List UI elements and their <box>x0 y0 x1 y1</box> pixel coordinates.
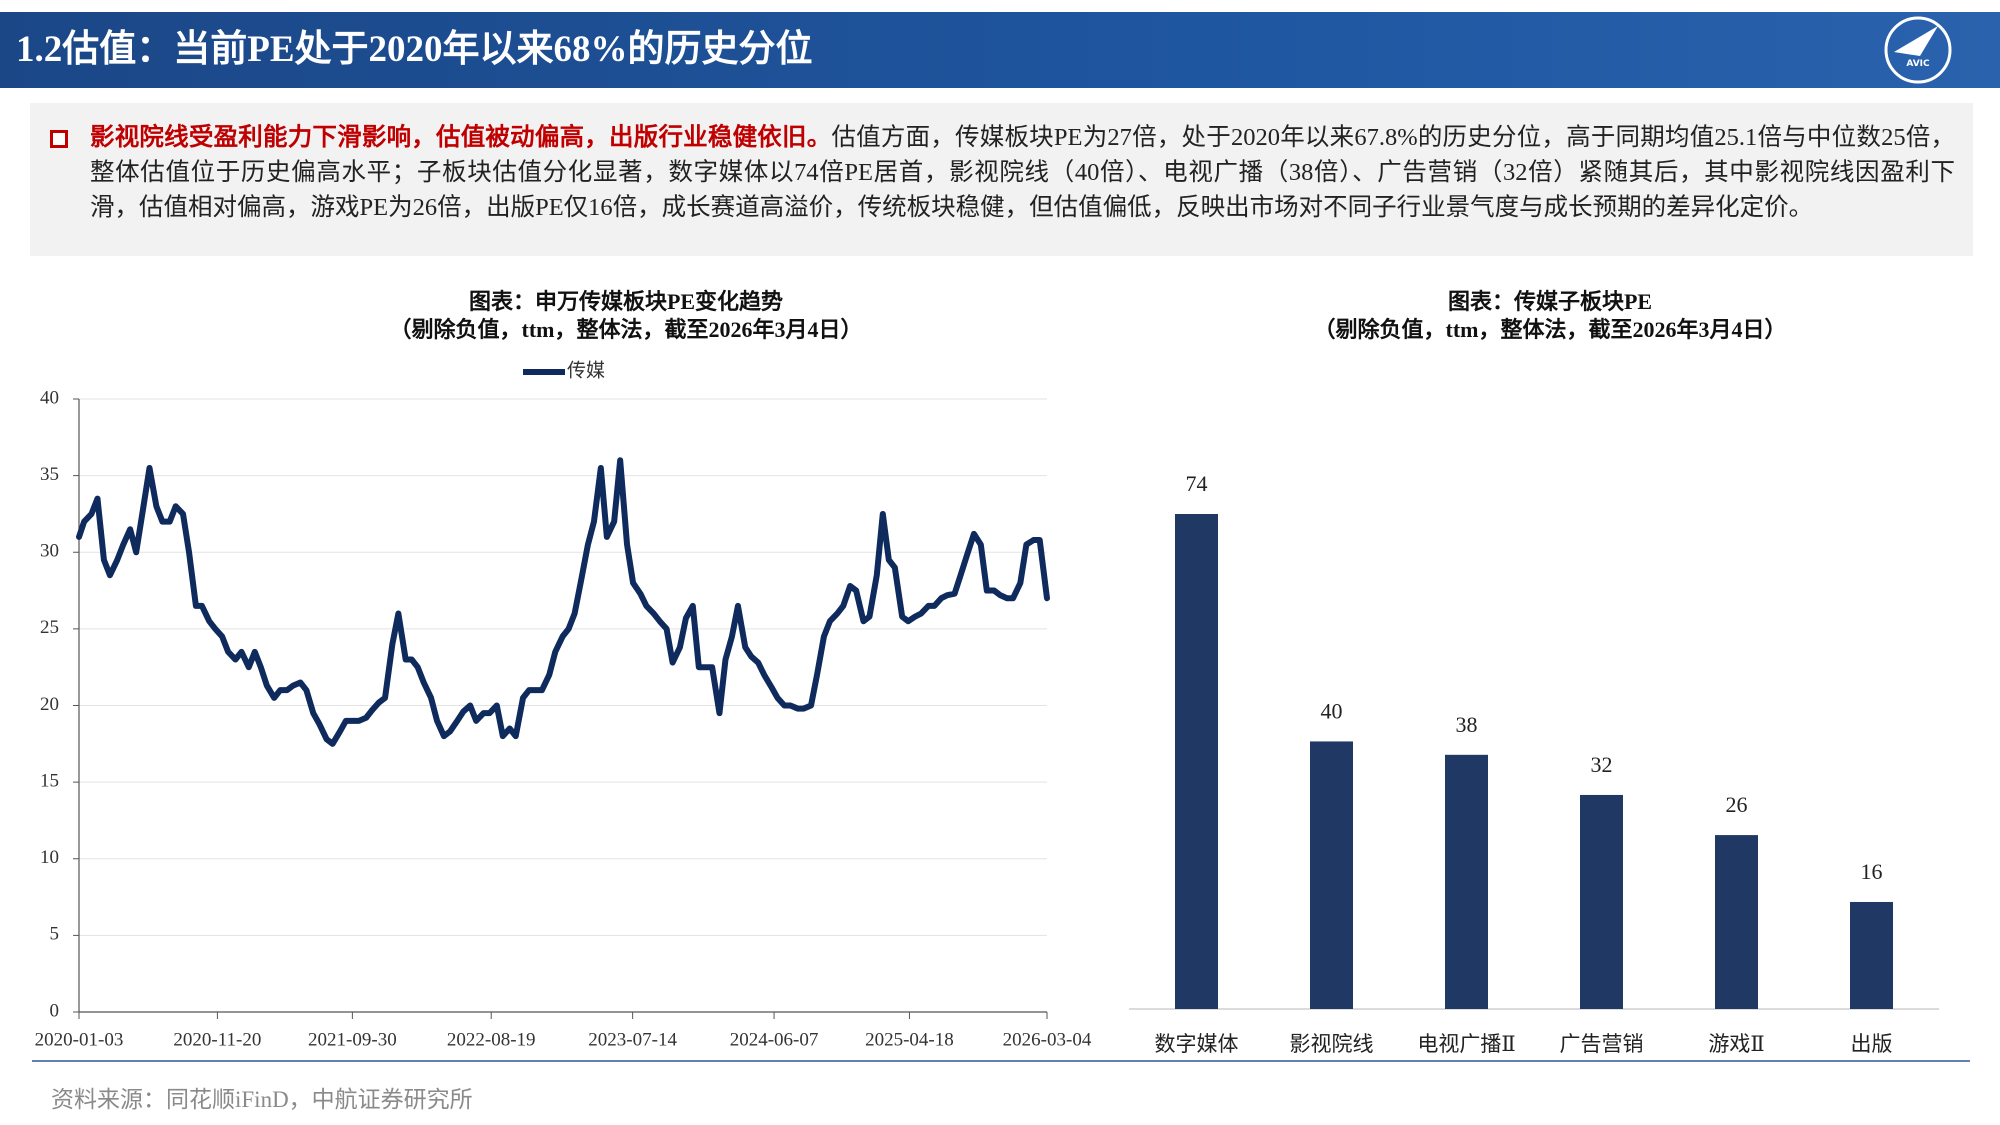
y-tick-label: 20 <box>40 694 59 715</box>
bar-value-label: 26 <box>1726 792 1748 817</box>
logo-text: AVIC <box>1906 59 1930 69</box>
slide-title: 1.2估值：当前PE处于2020年以来68%的历史分位 <box>16 29 813 70</box>
line-series <box>76 457 1050 747</box>
chart-title: 图表：申万传媒板块PE变化趋势 <box>469 289 783 314</box>
summary-text: 影视院线受盈利能力下滑影响，估值被动偏高，出版行业稳健依旧。估值方面，传媒板块P… <box>90 120 1955 225</box>
source-note: 资料来源：同花顺iFinD，中航证券研究所 <box>51 1087 473 1112</box>
summary-body: 估值方面，传媒板块PE为27倍，处于2020年以来67.8%的历史分位，高于同期… <box>90 124 1956 221</box>
x-tick-label: 出版 <box>1851 1032 1893 1056</box>
x-tick-label: 2023-07-14 <box>588 1029 677 1050</box>
bullet <box>50 130 68 148</box>
x-tick-label: 2020-11-20 <box>173 1029 261 1050</box>
bar <box>1580 794 1623 1009</box>
x-tick-label: 2020-01-03 <box>35 1029 124 1050</box>
bar <box>1715 835 1758 1009</box>
logo: AVIC <box>1884 16 1952 84</box>
header-bar: 1.2估值：当前PE处于2020年以来68%的历史分位 AVIC <box>0 12 2000 88</box>
y-tick-label: 40 <box>40 387 59 408</box>
x-tick-label: 2024-06-07 <box>730 1029 819 1050</box>
bar <box>1310 741 1353 1009</box>
y-tick-label: 10 <box>40 847 59 868</box>
bar <box>1445 754 1488 1009</box>
x-tick-label: 数字媒体 <box>1155 1032 1239 1056</box>
legend-label: 传媒 <box>567 359 605 381</box>
y-tick-label: 35 <box>40 464 59 485</box>
bar-value-label: 74 <box>1186 471 1208 496</box>
y-tick-label: 15 <box>40 770 59 791</box>
bar <box>1850 901 1893 1009</box>
chart-title: 图表：传媒子板块PE <box>1448 289 1652 314</box>
y-tick-label: 25 <box>40 617 59 638</box>
x-tick-label: 2022-08-19 <box>447 1029 536 1050</box>
bar-value-label: 40 <box>1321 698 1343 723</box>
x-tick-label: 游戏Ⅱ <box>1708 1032 1764 1056</box>
bar <box>1175 514 1218 1009</box>
x-tick-label: 2025-04-18 <box>865 1029 954 1050</box>
y-tick-label: 0 <box>50 1000 60 1021</box>
x-tick-label: 电视广播Ⅱ <box>1417 1032 1515 1056</box>
y-tick-label: 30 <box>40 541 59 562</box>
bar-value-label: 38 <box>1456 712 1478 737</box>
logo-plane <box>1894 26 1938 56</box>
x-tick-label: 2021-09-30 <box>308 1029 397 1050</box>
x-tick-label: 广告营销 <box>1560 1032 1644 1056</box>
summary-box: 影视院线受盈利能力下滑影响，估值被动偏高，出版行业稳健依旧。估值方面，传媒板块P… <box>30 103 1973 256</box>
bar-value-label: 32 <box>1591 752 1613 777</box>
summary-highlight: 影视院线受盈利能力下滑影响，估值被动偏高，出版行业稳健依旧。 <box>90 124 832 151</box>
logo-ring <box>1884 16 1952 84</box>
chart-subtitle: （剔除负值，ttm，整体法，截至2026年3月4日） <box>390 317 863 342</box>
x-tick-label: 影视院线 <box>1290 1032 1374 1056</box>
x-tick-label: 2026-03-04 <box>1003 1029 1092 1050</box>
bar-value-label: 16 <box>1861 859 1883 884</box>
chart-subtitle: （剔除负值，ttm，整体法，截至2026年3月4日） <box>1314 317 1787 342</box>
y-tick-label: 5 <box>50 924 60 945</box>
